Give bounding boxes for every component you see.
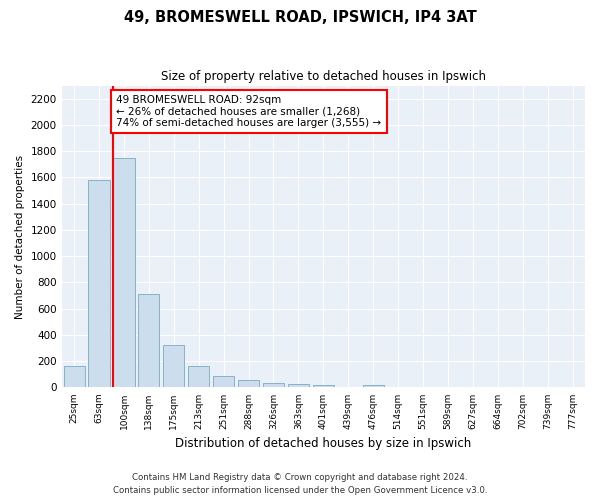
Bar xyxy=(138,294,160,388)
Bar xyxy=(362,385,384,388)
Bar xyxy=(288,384,309,388)
Bar xyxy=(88,180,110,388)
Text: 49 BROMESWELL ROAD: 92sqm
← 26% of detached houses are smaller (1,268)
74% of se: 49 BROMESWELL ROAD: 92sqm ← 26% of detac… xyxy=(116,94,382,128)
Bar xyxy=(313,385,334,388)
Bar xyxy=(188,366,209,388)
Bar xyxy=(238,380,259,388)
Bar xyxy=(213,376,234,388)
X-axis label: Distribution of detached houses by size in Ipswich: Distribution of detached houses by size … xyxy=(175,437,472,450)
Y-axis label: Number of detached properties: Number of detached properties xyxy=(15,154,25,318)
Bar xyxy=(64,366,85,388)
Bar xyxy=(263,383,284,388)
Text: 49, BROMESWELL ROAD, IPSWICH, IP4 3AT: 49, BROMESWELL ROAD, IPSWICH, IP4 3AT xyxy=(124,10,476,25)
Bar xyxy=(113,158,134,388)
Bar xyxy=(163,346,184,388)
Text: Contains HM Land Registry data © Crown copyright and database right 2024.
Contai: Contains HM Land Registry data © Crown c… xyxy=(113,474,487,495)
Title: Size of property relative to detached houses in Ipswich: Size of property relative to detached ho… xyxy=(161,70,486,83)
